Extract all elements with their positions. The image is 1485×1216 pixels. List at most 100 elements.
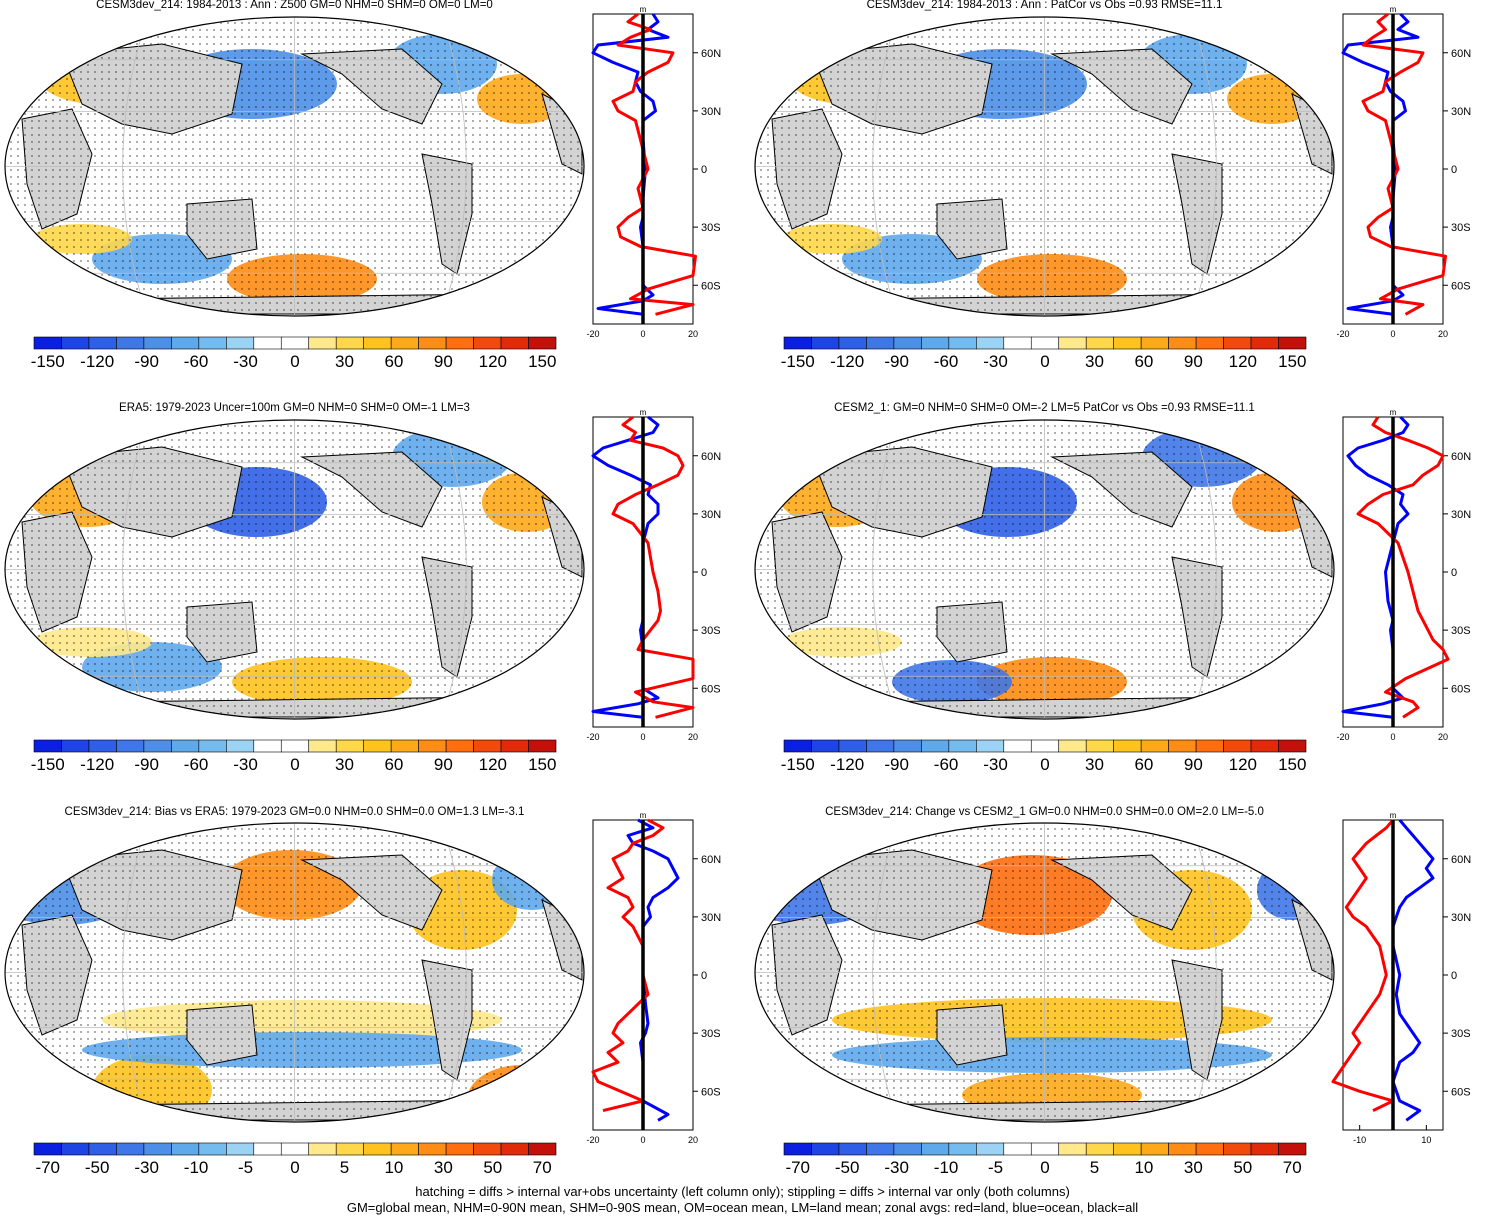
colorbar-label: 60 [384, 755, 403, 774]
colorbar-label: -90 [884, 755, 909, 774]
colorbar-label: -60 [184, 755, 209, 774]
colorbar-label: 90 [1184, 352, 1203, 371]
colorbar-cell [390, 739, 419, 753]
lat-tick-label: 30N [1451, 509, 1471, 521]
panel-title: CESM3dev_214: 1984-2013 : Ann : PatCor v… [866, 0, 1223, 11]
colorbar-cell [1250, 739, 1279, 753]
lat-tick-label: 60N [701, 48, 721, 60]
colorbar-label: -30 [983, 352, 1008, 371]
lat-tick-label: 30S [1451, 222, 1471, 234]
colorbar-label: -60 [934, 755, 959, 774]
colorbar-cell [783, 739, 812, 753]
colorbar-cell [921, 739, 950, 753]
panel-title: ERA5: 1979-2023 Uncer=100m GM=0 NHM=0 SH… [119, 402, 470, 414]
colorbar-cell [1168, 336, 1197, 350]
longitude-line [440, 17, 467, 316]
colorbar-cell [88, 1142, 117, 1156]
colorbar-label: -10 [934, 1158, 959, 1177]
colorbar-cell [1058, 739, 1087, 753]
colorbar-label: -60 [184, 352, 209, 371]
x-tick-label: 20 [688, 329, 698, 339]
lat-tick-label: 60S [1451, 683, 1471, 695]
colorbar-cell [226, 336, 255, 350]
colorbar-label: 90 [434, 352, 453, 371]
colorbar-cell [253, 739, 282, 753]
colorbar-cell [811, 739, 840, 753]
colorbar-cell [88, 739, 117, 753]
colorbar-label: 30 [335, 755, 354, 774]
colorbar-cell [811, 1142, 840, 1156]
colorbar-cell [418, 336, 447, 350]
colorbar-cell [363, 1142, 392, 1156]
colorbar-label: -5 [988, 1158, 1003, 1177]
map-plot [4, 419, 585, 720]
footer-line-2: GM=global mean, NHM=0-90N mean, SHM=0-90… [346, 1200, 1139, 1215]
longitude-line [122, 823, 149, 1122]
colorbar-cell [1195, 739, 1224, 753]
x-tick-label: -20 [586, 329, 599, 339]
panel-title: CESM3dev_214: Bias vs ERA5: 1979-2023 GM… [64, 806, 525, 818]
lat-tick-label: 60S [701, 1086, 721, 1098]
x-tick-label: 20 [688, 1135, 698, 1145]
longitude-line [1190, 17, 1217, 316]
lat-tick-label: 0 [701, 970, 707, 982]
colorbar-cell [473, 739, 502, 753]
colorbar: -150 -120 -90 -60 -30 0 30 60 90 120 150 [31, 336, 556, 371]
colorbar-label: 120 [1229, 352, 1257, 371]
lat-tick-label: 30S [1451, 625, 1471, 637]
colorbar-cell [1223, 1142, 1252, 1156]
colorbar-cell [33, 739, 62, 753]
colorbar-cell [143, 739, 172, 753]
colorbar-cell [1003, 739, 1032, 753]
colorbar-cell [1003, 1142, 1032, 1156]
colorbar-label: -30 [233, 755, 258, 774]
colorbar-label: 60 [384, 352, 403, 371]
colorbar-cell [253, 336, 282, 350]
colorbar-cell [811, 336, 840, 350]
longitude-line [1190, 823, 1217, 1122]
profile-unit-label: m [1390, 811, 1397, 820]
zonal-ocean-line [626, 818, 680, 1122]
colorbar-cell [866, 1142, 895, 1156]
colorbar-label: 30 [1085, 352, 1104, 371]
map-field [5, 823, 584, 1122]
colorbar-cell [783, 1142, 812, 1156]
colorbar-cell [61, 739, 90, 753]
colorbar-cell [500, 336, 529, 350]
colorbar-cell [198, 336, 227, 350]
map-field [755, 420, 1334, 719]
colorbar-cell [783, 336, 812, 350]
colorbar-label: 120 [1229, 755, 1257, 774]
colorbar-cell [33, 336, 62, 350]
colorbar-cell [948, 739, 977, 753]
colorbar-cell [1195, 1142, 1224, 1156]
map-outline [4, 419, 585, 720]
longitude-line [440, 420, 467, 719]
colorbar-label: -120 [830, 755, 864, 774]
colorbar-cell [418, 1142, 447, 1156]
colorbar-cell [308, 336, 337, 350]
colorbar-cell [948, 1142, 977, 1156]
colorbar-cell [280, 336, 310, 350]
zonal-land-line [1356, 416, 1450, 719]
colorbar-label: 90 [1184, 755, 1203, 774]
zonal-ocean-line [591, 13, 670, 316]
zonal-profile: m 60N 30N 0 30S 60S -20 0 20 [1336, 5, 1471, 339]
colorbar-label: 120 [479, 352, 507, 371]
map-plot [754, 16, 1335, 317]
longitude-line [872, 420, 899, 719]
longitude-line [440, 823, 467, 1122]
colorbar-label: -150 [781, 352, 815, 371]
colorbar-label: -90 [134, 755, 159, 774]
colorbar-cell [1278, 739, 1307, 753]
colorbar-label: 30 [1085, 755, 1104, 774]
colorbar-label: 30 [1184, 1158, 1203, 1177]
colorbar-cell [1250, 336, 1279, 350]
colorbar-cell [445, 336, 474, 350]
colorbar-cell [1113, 336, 1142, 350]
colorbar: -150 -120 -90 -60 -30 0 30 60 90 120 150 [31, 739, 556, 774]
map-outline [754, 822, 1335, 1123]
lat-tick-label: 30N [701, 106, 721, 118]
lat-tick-label: 30S [701, 625, 721, 637]
lat-tick-label: 30N [701, 509, 721, 521]
